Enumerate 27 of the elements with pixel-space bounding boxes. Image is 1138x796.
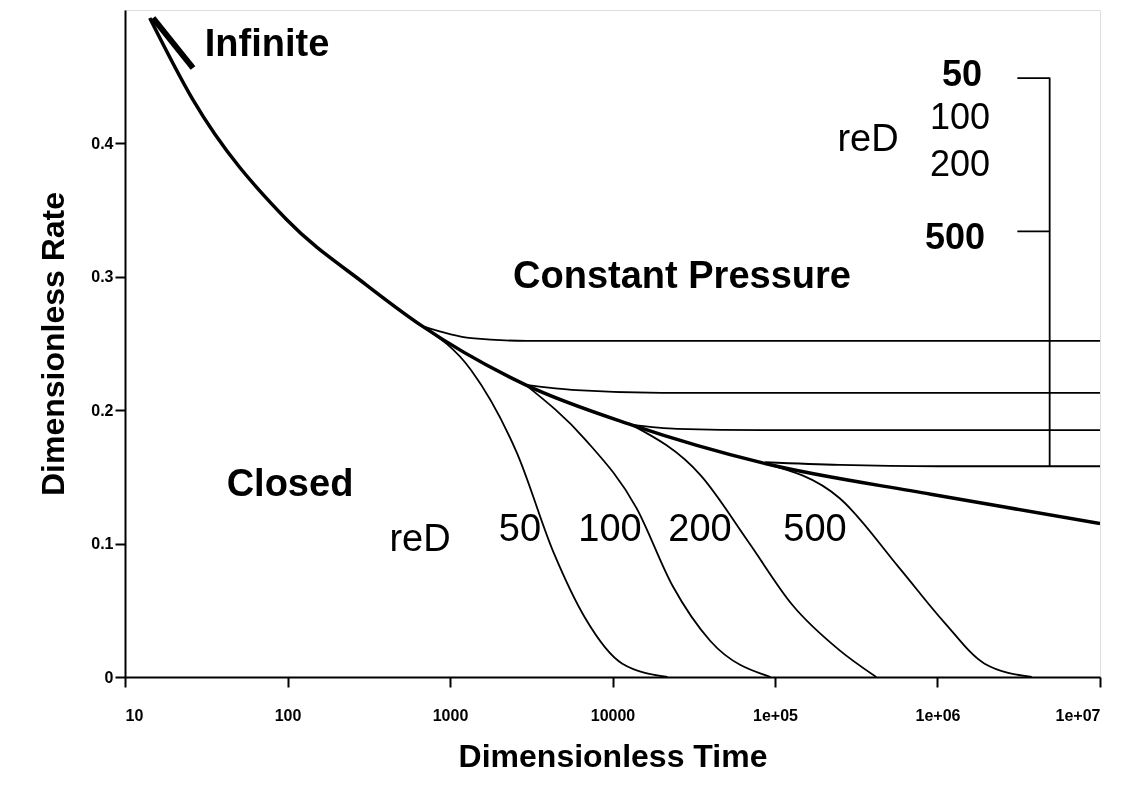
annotation: reD	[389, 517, 451, 559]
annotation: 50	[941, 53, 983, 94]
annotation: 200	[668, 507, 732, 549]
y-axis-title: Dimensionless Rate	[35, 191, 72, 497]
y-tick-label: 0	[104, 668, 114, 686]
annotation: 200	[929, 143, 991, 184]
annotation: Infinite	[204, 22, 330, 64]
annotation: 100	[929, 96, 991, 137]
x-tick-label: 1e+07	[1055, 706, 1101, 724]
annotation: 500	[924, 216, 986, 257]
y-tick-label: 0.2	[91, 401, 114, 419]
annotation: 100	[578, 507, 642, 549]
y-tick-label: 0.3	[91, 268, 114, 286]
y-tick-label: 0.1	[91, 535, 114, 553]
annotation: Closed	[226, 462, 354, 504]
x-tick-label: 1e+05	[753, 706, 799, 724]
annotation: 50	[498, 507, 542, 549]
x-tick-label: 10000	[590, 706, 636, 724]
x-tick-label: 10	[125, 706, 144, 724]
annotation: Constant Pressure	[513, 254, 851, 296]
x-tick-label: 1000	[432, 706, 469, 724]
x-tick-label: 100	[274, 706, 302, 724]
annotation: 500	[783, 507, 847, 549]
x-tick-label: 1e+06	[915, 706, 961, 724]
x-axis-title: Dimensionless Time	[458, 737, 768, 774]
y-tick-label: 0.4	[91, 134, 114, 152]
annotation: reD	[837, 117, 899, 159]
